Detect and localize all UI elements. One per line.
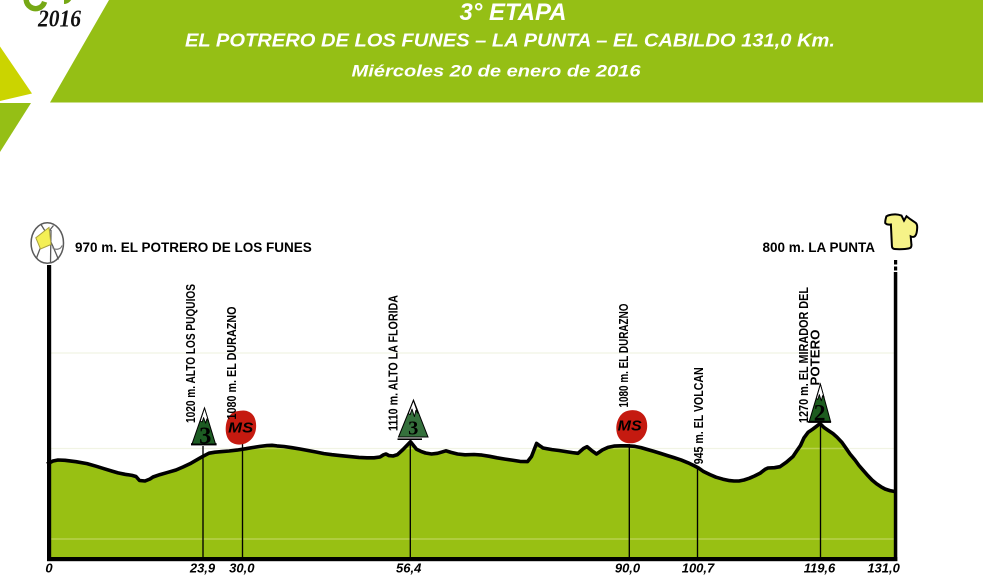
svg-text:90,0: 90,0 bbox=[615, 561, 641, 576]
svg-text:0: 0 bbox=[45, 561, 53, 576]
svg-text:100,7: 100,7 bbox=[682, 561, 715, 576]
svg-text:800 m. LA PUNTA: 800 m. LA PUNTA bbox=[762, 240, 875, 255]
svg-text:POTERO: POTERO bbox=[809, 329, 823, 385]
svg-text:970 m. EL POTRERO DE LOS FUNES: 970 m. EL POTRERO DE LOS FUNES bbox=[75, 240, 312, 255]
svg-text:1270 m. EL MIRADOR DEL: 1270 m. EL MIRADOR DEL bbox=[797, 287, 811, 423]
svg-text:Miércoles 20 de enero de 2016: Miércoles 20 de enero de 2016 bbox=[352, 63, 642, 81]
svg-text:MS: MS bbox=[618, 418, 642, 435]
svg-text:2016: 2016 bbox=[37, 7, 81, 33]
svg-text:3: 3 bbox=[408, 418, 418, 440]
svg-text:119,6: 119,6 bbox=[804, 561, 836, 576]
svg-text:MS: MS bbox=[228, 419, 253, 436]
svg-text:1080 m. EL DURAZNO: 1080 m. EL DURAZNO bbox=[225, 306, 239, 419]
svg-text:3° ETAPA: 3° ETAPA bbox=[460, 0, 567, 26]
svg-text:23,9: 23,9 bbox=[189, 561, 216, 576]
svg-text:30,0: 30,0 bbox=[229, 561, 255, 576]
svg-text:1080 m. EL DURAZNO: 1080 m. EL DURAZNO bbox=[617, 303, 631, 407]
svg-text:1110 m. ALTO LA FLORIDA: 1110 m. ALTO LA FLORIDA bbox=[387, 295, 401, 431]
svg-text:2: 2 bbox=[814, 400, 826, 426]
svg-text:1020 m. ALTO LOS PUQUIOS: 1020 m. ALTO LOS PUQUIOS bbox=[184, 284, 198, 423]
svg-text:56,4: 56,4 bbox=[396, 561, 422, 576]
svg-text:EL POTRERO DE LOS FUNES – LA P: EL POTRERO DE LOS FUNES – LA PUNTA – EL … bbox=[185, 30, 835, 51]
svg-text:945 m. EL VOLCAN: 945 m. EL VOLCAN bbox=[692, 367, 706, 464]
svg-text:3: 3 bbox=[199, 423, 211, 450]
svg-text:131,0: 131,0 bbox=[867, 561, 900, 576]
